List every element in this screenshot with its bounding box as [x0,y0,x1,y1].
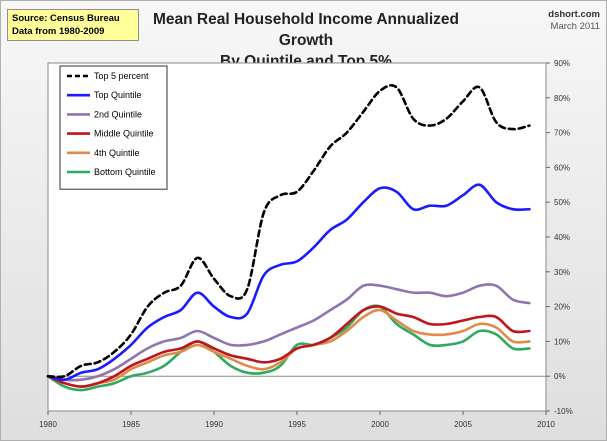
source-line: Source: Census Bureau [12,13,120,24]
y-tick-label: 70% [554,129,570,138]
y-tick-label: 60% [554,163,570,172]
x-tick-label: 1995 [288,420,306,429]
legend-label: 2nd Quintile [94,109,142,119]
x-tick-label: 2005 [454,420,472,429]
legend-label: Middle Quintile [94,129,154,139]
brand-block: dshort.com March 2011 [548,9,600,33]
x-tick-label: 1980 [39,420,57,429]
data-range-line: Data from 1980-2009 [12,26,105,37]
x-tick-label: 2000 [371,420,389,429]
y-tick-label: 20% [554,303,570,312]
y-tick-label: 30% [554,268,570,277]
y-tick-label: -10% [554,407,573,416]
series-line-middle-quintile [46,305,531,388]
legend-label: Bottom Quintile [94,167,156,177]
y-tick-label: 10% [554,337,570,346]
brand-date: March 2011 [550,21,600,32]
series-line-2nd-quintile [46,283,531,382]
x-tick-label: 1985 [122,420,140,429]
y-tick-label: 90% [554,59,570,68]
legend-label: 4th Quintile [94,148,140,158]
series-line-top-quintile [46,183,531,382]
source-note: Source: Census Bureau Data from 1980-200… [7,9,139,41]
y-tick-label: 40% [554,233,570,242]
y-tick-label: 50% [554,198,570,207]
brand-site: dshort.com [548,9,600,20]
chart-title: Mean Real Household Income Annualized Gr… [152,11,460,49]
y-tick-label: 80% [554,94,570,103]
legend-label: Top 5 percent [94,71,149,81]
legend-label: Top Quintile [94,90,142,100]
legend-box [59,65,168,190]
y-tick-label: 0% [554,372,566,381]
x-tick-label: 1990 [205,420,223,429]
x-tick-label: 2010 [537,420,555,429]
series-line-top-5-percent [46,84,531,379]
